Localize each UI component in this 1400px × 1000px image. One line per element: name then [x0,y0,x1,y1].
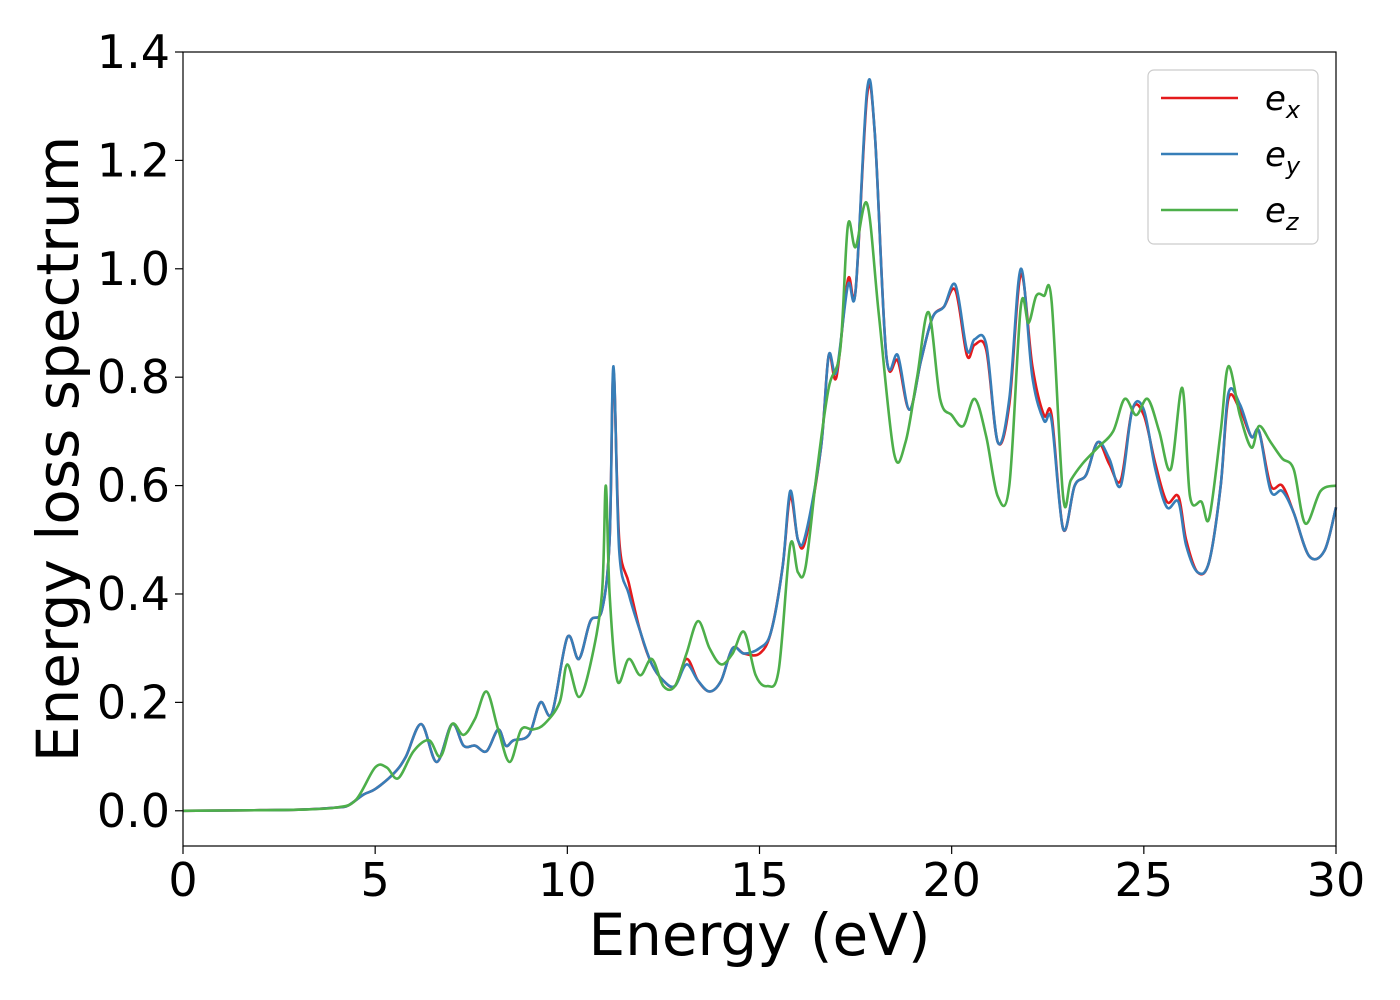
y-tick-label: 1.0 [97,242,170,296]
y-axis-label: Energy loss spectrum [24,136,92,762]
x-tick-label: 20 [922,853,981,907]
x-axis: 0 5 10 15 20 25 30 [168,846,1365,907]
series-line-z [182,200,1337,813]
legend-label-y: ey [1265,135,1301,180]
x-tick-label: 15 [730,853,789,907]
x-tick-label: 30 [1307,853,1366,907]
x-tick-label: 25 [1115,853,1174,907]
y-tick-label: 0.2 [97,675,170,729]
legend-label-z: ez [1265,191,1300,236]
x-tick-label: 5 [361,853,390,907]
legend: ex ey ez [1147,69,1319,245]
y-tick-label: 0.6 [97,459,170,513]
legend-label-x: ex [1265,79,1301,124]
legend-box [1147,69,1319,245]
y-axis: 0.0 0.2 0.4 0.6 0.8 1.0 1.2 1.4 [97,25,183,838]
y-tick-label: 0.8 [97,350,170,404]
x-tick-label: 10 [538,853,597,907]
x-tick-label: 0 [168,853,197,907]
y-tick-label: 0.0 [97,784,170,838]
x-axis-label: Energy (eV) [588,901,930,969]
y-tick-label: 1.4 [97,25,170,79]
y-tick-label: 0.4 [97,567,170,621]
series-line-y [182,78,1338,813]
y-tick-label: 1.2 [97,133,170,187]
plot-lines [182,78,1338,813]
